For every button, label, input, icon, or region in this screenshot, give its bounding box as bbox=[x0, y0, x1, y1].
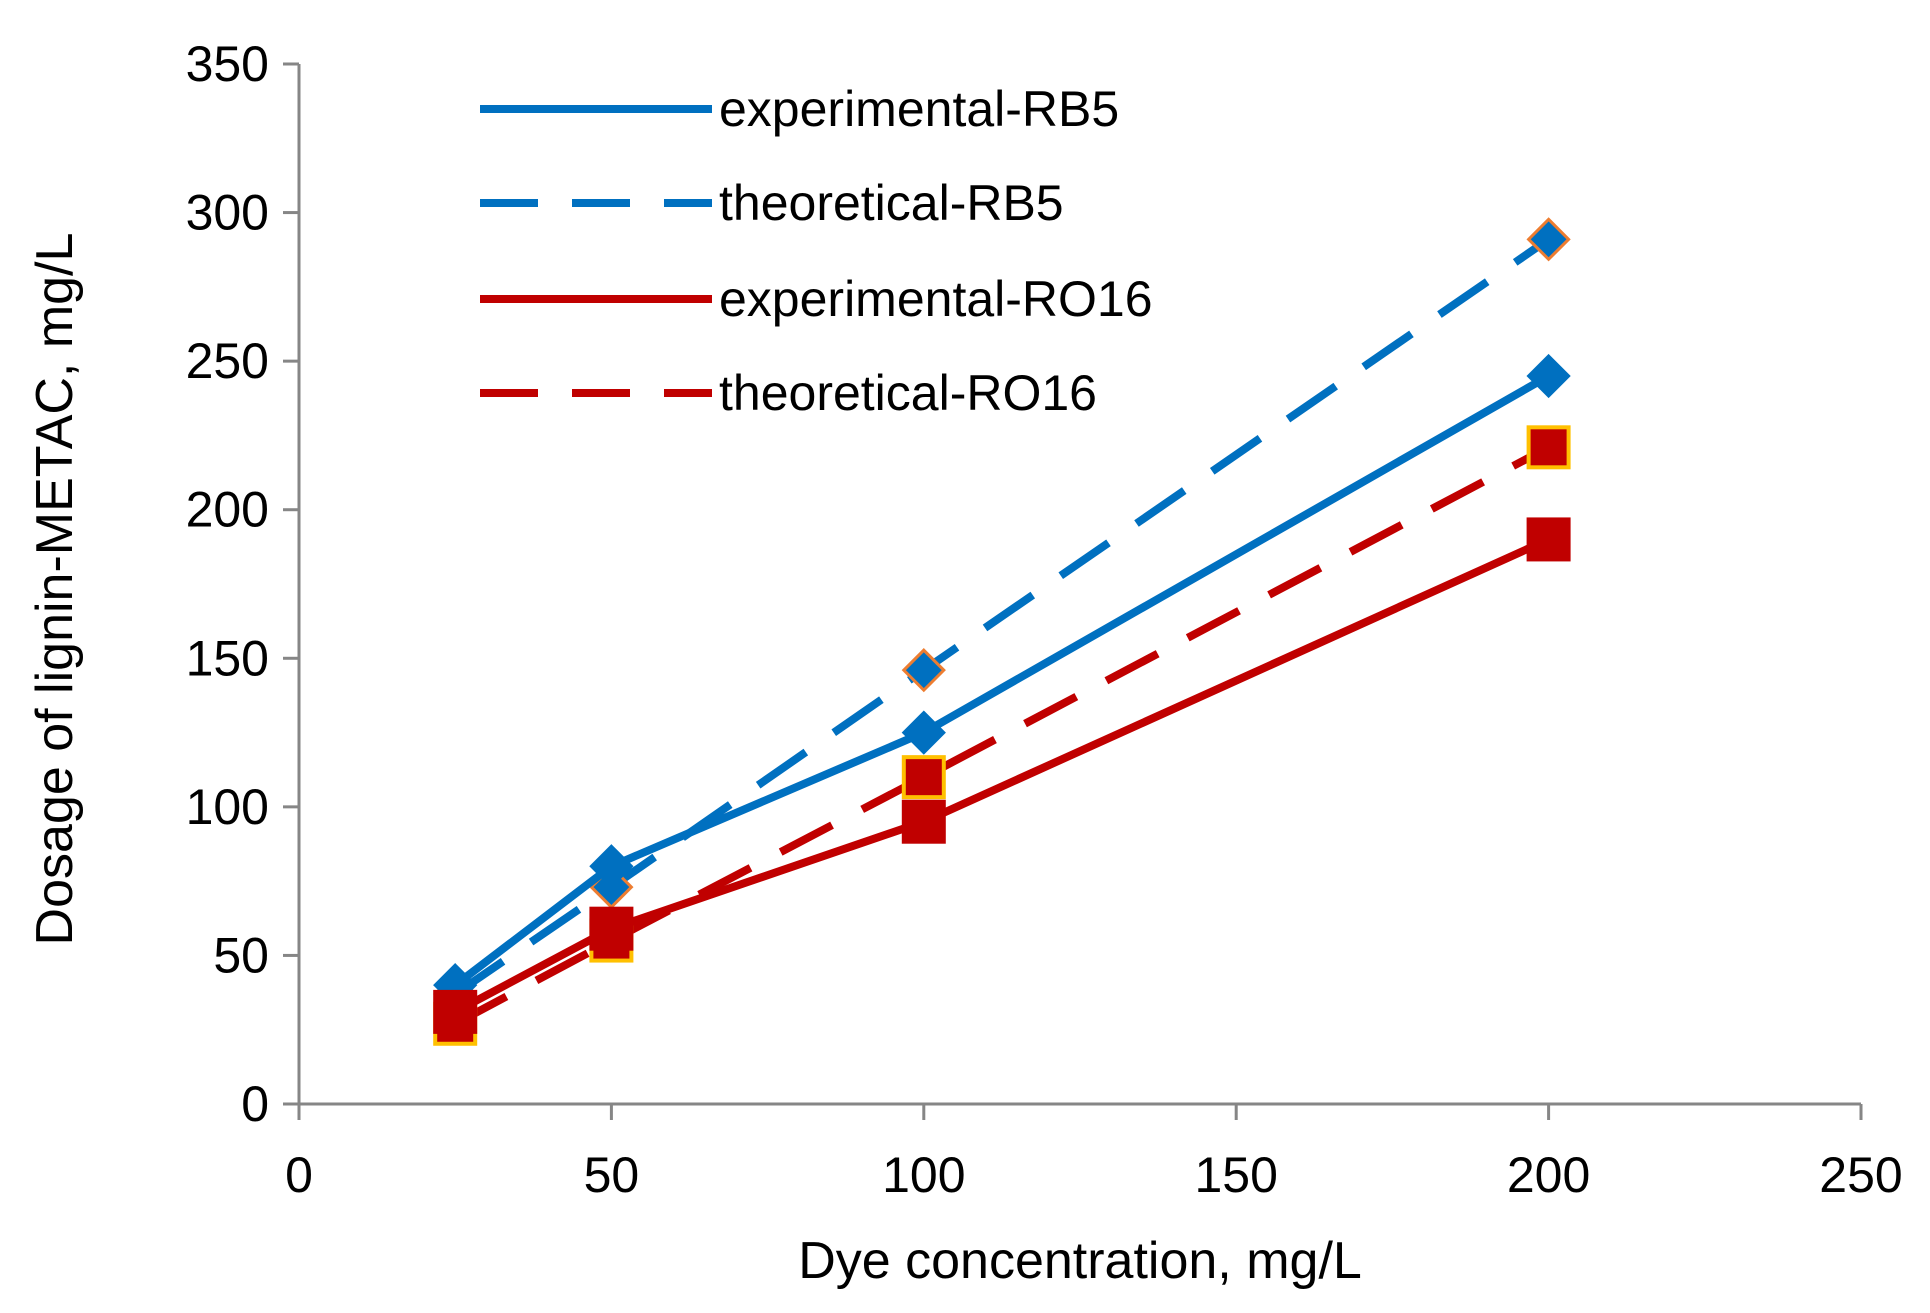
legend-item-experimental-rb5: experimental-RB5 bbox=[480, 81, 1119, 137]
x-tick-label: 50 bbox=[584, 1147, 640, 1203]
data-point-experimental-rb5 bbox=[589, 844, 634, 889]
y-tick-label: 150 bbox=[186, 630, 269, 686]
data-point-experimental-rb5 bbox=[901, 710, 946, 755]
data-point-theoretical-rb5 bbox=[1526, 217, 1571, 262]
y-tick-label: 50 bbox=[213, 927, 269, 983]
y-tick-label: 350 bbox=[186, 36, 269, 92]
x-tick-label: 200 bbox=[1507, 1147, 1590, 1203]
series-line-theoretical-rb5 bbox=[452, 236, 1551, 998]
data-point-theoretical-rb5 bbox=[901, 648, 946, 693]
y-tick-label: 200 bbox=[186, 482, 269, 538]
data-point-theoretical-ro16 bbox=[901, 755, 946, 800]
legend-item-experimental-ro16: experimental-RO16 bbox=[480, 271, 1153, 327]
legend-label: theoretical-RO16 bbox=[719, 365, 1097, 421]
legend-item-theoretical-ro16: theoretical-RO16 bbox=[480, 365, 1097, 421]
series-theoretical-ro16 bbox=[433, 425, 1571, 1046]
legend-label: experimental-RB5 bbox=[719, 81, 1119, 137]
y-tick-label: 100 bbox=[186, 779, 269, 835]
series-line-theoretical-ro16 bbox=[453, 443, 1551, 1028]
legend-item-theoretical-rb5: theoretical-RB5 bbox=[480, 175, 1064, 231]
chart-series bbox=[433, 217, 1571, 1046]
chart-axes: 0 50 100 150 200 250 300 350 0 50 100 150 200 250 bbox=[186, 36, 1903, 1203]
x-tick-label: 0 bbox=[285, 1147, 313, 1203]
series-line-experimental-ro16 bbox=[453, 535, 1551, 1016]
y-tick-label: 0 bbox=[241, 1076, 269, 1132]
data-point-theoretical-ro16 bbox=[1526, 425, 1571, 470]
data-point-experimental-ro16 bbox=[589, 906, 634, 951]
x-tick-label: 100 bbox=[882, 1147, 965, 1203]
x-axis-title: Dye concentration, mg/L bbox=[798, 1232, 1362, 1290]
y-axis-title: Dosage of lignin-METAC, mg/L bbox=[26, 233, 84, 946]
data-point-experimental-ro16 bbox=[901, 799, 946, 844]
series-line-experimental-rb5 bbox=[452, 372, 1551, 989]
data-point-experimental-ro16 bbox=[433, 989, 478, 1034]
legend-label: theoretical-RB5 bbox=[719, 175, 1064, 231]
data-point-experimental-ro16 bbox=[1526, 517, 1571, 562]
series-theoretical-rb5 bbox=[433, 217, 1571, 1017]
legend-label: experimental-RO16 bbox=[719, 271, 1153, 327]
x-tick-label: 150 bbox=[1194, 1147, 1277, 1203]
data-point-experimental-rb5 bbox=[1526, 353, 1571, 399]
series-experimental-ro16 bbox=[433, 517, 1571, 1034]
x-tick-label: 250 bbox=[1819, 1147, 1902, 1203]
y-tick-label: 300 bbox=[186, 185, 269, 241]
y-tick-label: 250 bbox=[186, 333, 269, 389]
chart-legend: experimental-RB5 theoretical-RB5 experimen… bbox=[480, 81, 1153, 421]
series-experimental-rb5 bbox=[433, 353, 1571, 1008]
